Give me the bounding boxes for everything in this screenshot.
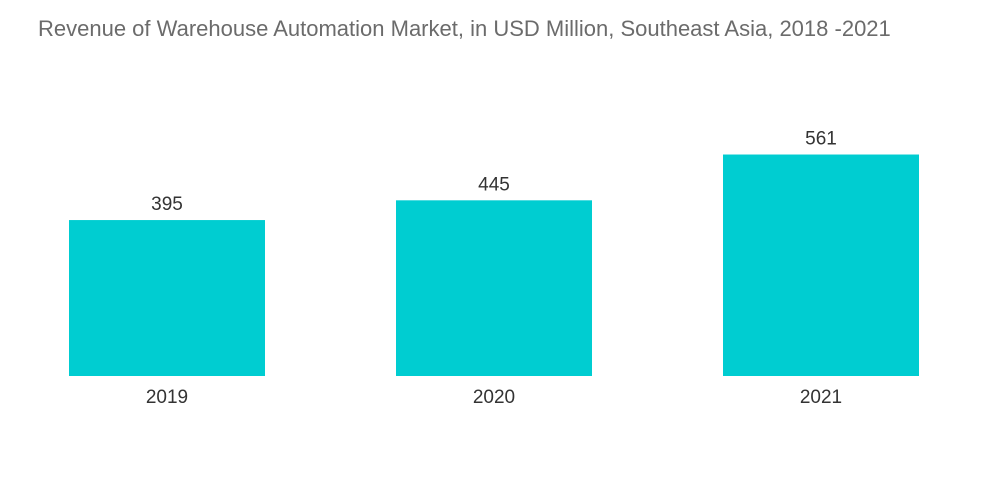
bar-2019: [69, 220, 265, 376]
value-label-2020: 445: [478, 174, 510, 195]
x-tick-label-2021: 2021: [800, 387, 842, 408]
x-tick-label-2020: 2020: [473, 387, 515, 408]
chart-title: Revenue of Warehouse Automation Market, …: [38, 16, 891, 41]
bars-layer: [69, 154, 919, 376]
value-label-2019: 395: [151, 194, 183, 215]
x-tick-labels-layer: 2019 2020 2021: [146, 387, 842, 408]
bar-2020: [396, 200, 592, 376]
bar-2021: [723, 154, 919, 376]
value-labels-layer: 395 445 561: [151, 129, 837, 216]
x-tick-label-2019: 2019: [146, 387, 188, 408]
value-label-2021: 561: [805, 129, 837, 150]
